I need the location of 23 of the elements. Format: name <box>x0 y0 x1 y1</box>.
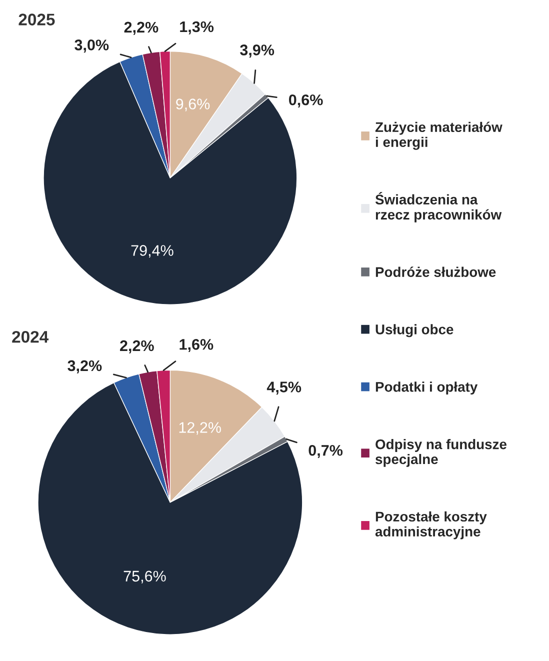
chart-title: 2025 <box>18 14 55 26</box>
legend-label: Usługi obce <box>376 324 454 338</box>
data-label: 3,0% <box>74 40 109 53</box>
legend-label: Podatki i opłaty <box>376 382 478 395</box>
data-label: 79,4% <box>131 245 174 258</box>
data-label: 3,9% <box>240 44 274 58</box>
data-label: 0,6% <box>288 94 323 108</box>
data-label: 1,6% <box>180 339 214 352</box>
data-label: 4,5% <box>266 382 302 395</box>
data-label: 2,2% <box>120 340 154 354</box>
legend-label: Zużycie materiałów i energii <box>375 122 502 150</box>
data-label: 9,6% <box>176 98 210 112</box>
legend-label: Podróże służbowe <box>376 266 496 277</box>
data-label: 12,2% <box>179 422 221 435</box>
chart-title: 2024 <box>12 330 49 343</box>
data-label: 1,3% <box>180 21 214 34</box>
legend-label: Odpisy na fundusze specjalne <box>375 439 506 467</box>
data-label: 3,2% <box>68 360 102 374</box>
legend-label: Pozostałe koszty administracyjne <box>375 511 487 540</box>
data-label: 75,6% <box>124 570 166 584</box>
data-label: 2,2% <box>124 22 158 35</box>
legend-label: Świadczenia na rzecz pracowników <box>375 192 502 222</box>
data-label: 0,7% <box>308 444 343 458</box>
